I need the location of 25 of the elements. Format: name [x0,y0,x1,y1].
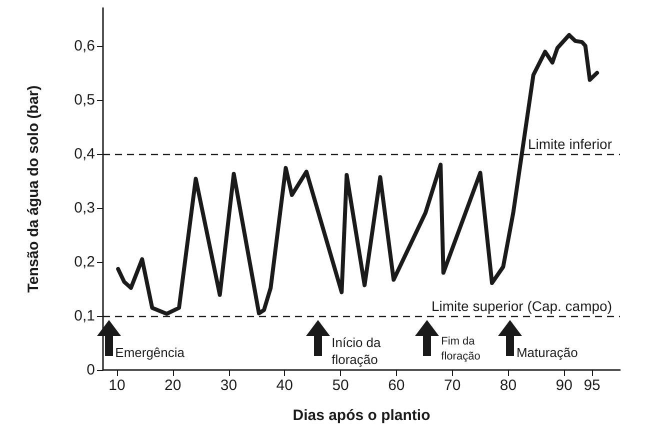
ref-line-label: Limite superior (Cap. campo) [431,298,612,314]
x-tick-label: 50 [332,377,349,394]
x-tick-label: 70 [444,377,461,394]
y-tick-label: 0,1 [74,307,95,324]
x-tick-label: 95 [584,377,600,394]
annotation: Fim da floração [441,335,480,362]
ref-line-label: Limite inferior [528,136,612,152]
x-tick-label: 10 [108,377,126,394]
x-tick-label: 40 [276,377,293,394]
x-tick-label: 90 [556,377,572,394]
y-tick-label: 0,4 [74,145,95,162]
y-axis-title: Tensão da água do solo (bar) [25,85,42,293]
x-tick-label: 20 [164,377,182,394]
y-tick-label: 0,6 [74,37,95,54]
y-tick-label: 0,5 [74,91,95,108]
x-axis-title: Dias após o plantio [292,407,430,424]
annotation: Emergência [115,344,186,360]
x-tick-label: 30 [220,377,238,394]
y-tick-label: 0,3 [74,199,95,216]
annotation: Início da floração [332,334,382,367]
x-tick-label: 60 [388,377,405,394]
x-tick-label: 80 [500,377,517,394]
annotation: Maturação [516,344,578,360]
y-tick-label: 0 [86,362,95,378]
y-tick-label: 0,2 [74,253,95,270]
